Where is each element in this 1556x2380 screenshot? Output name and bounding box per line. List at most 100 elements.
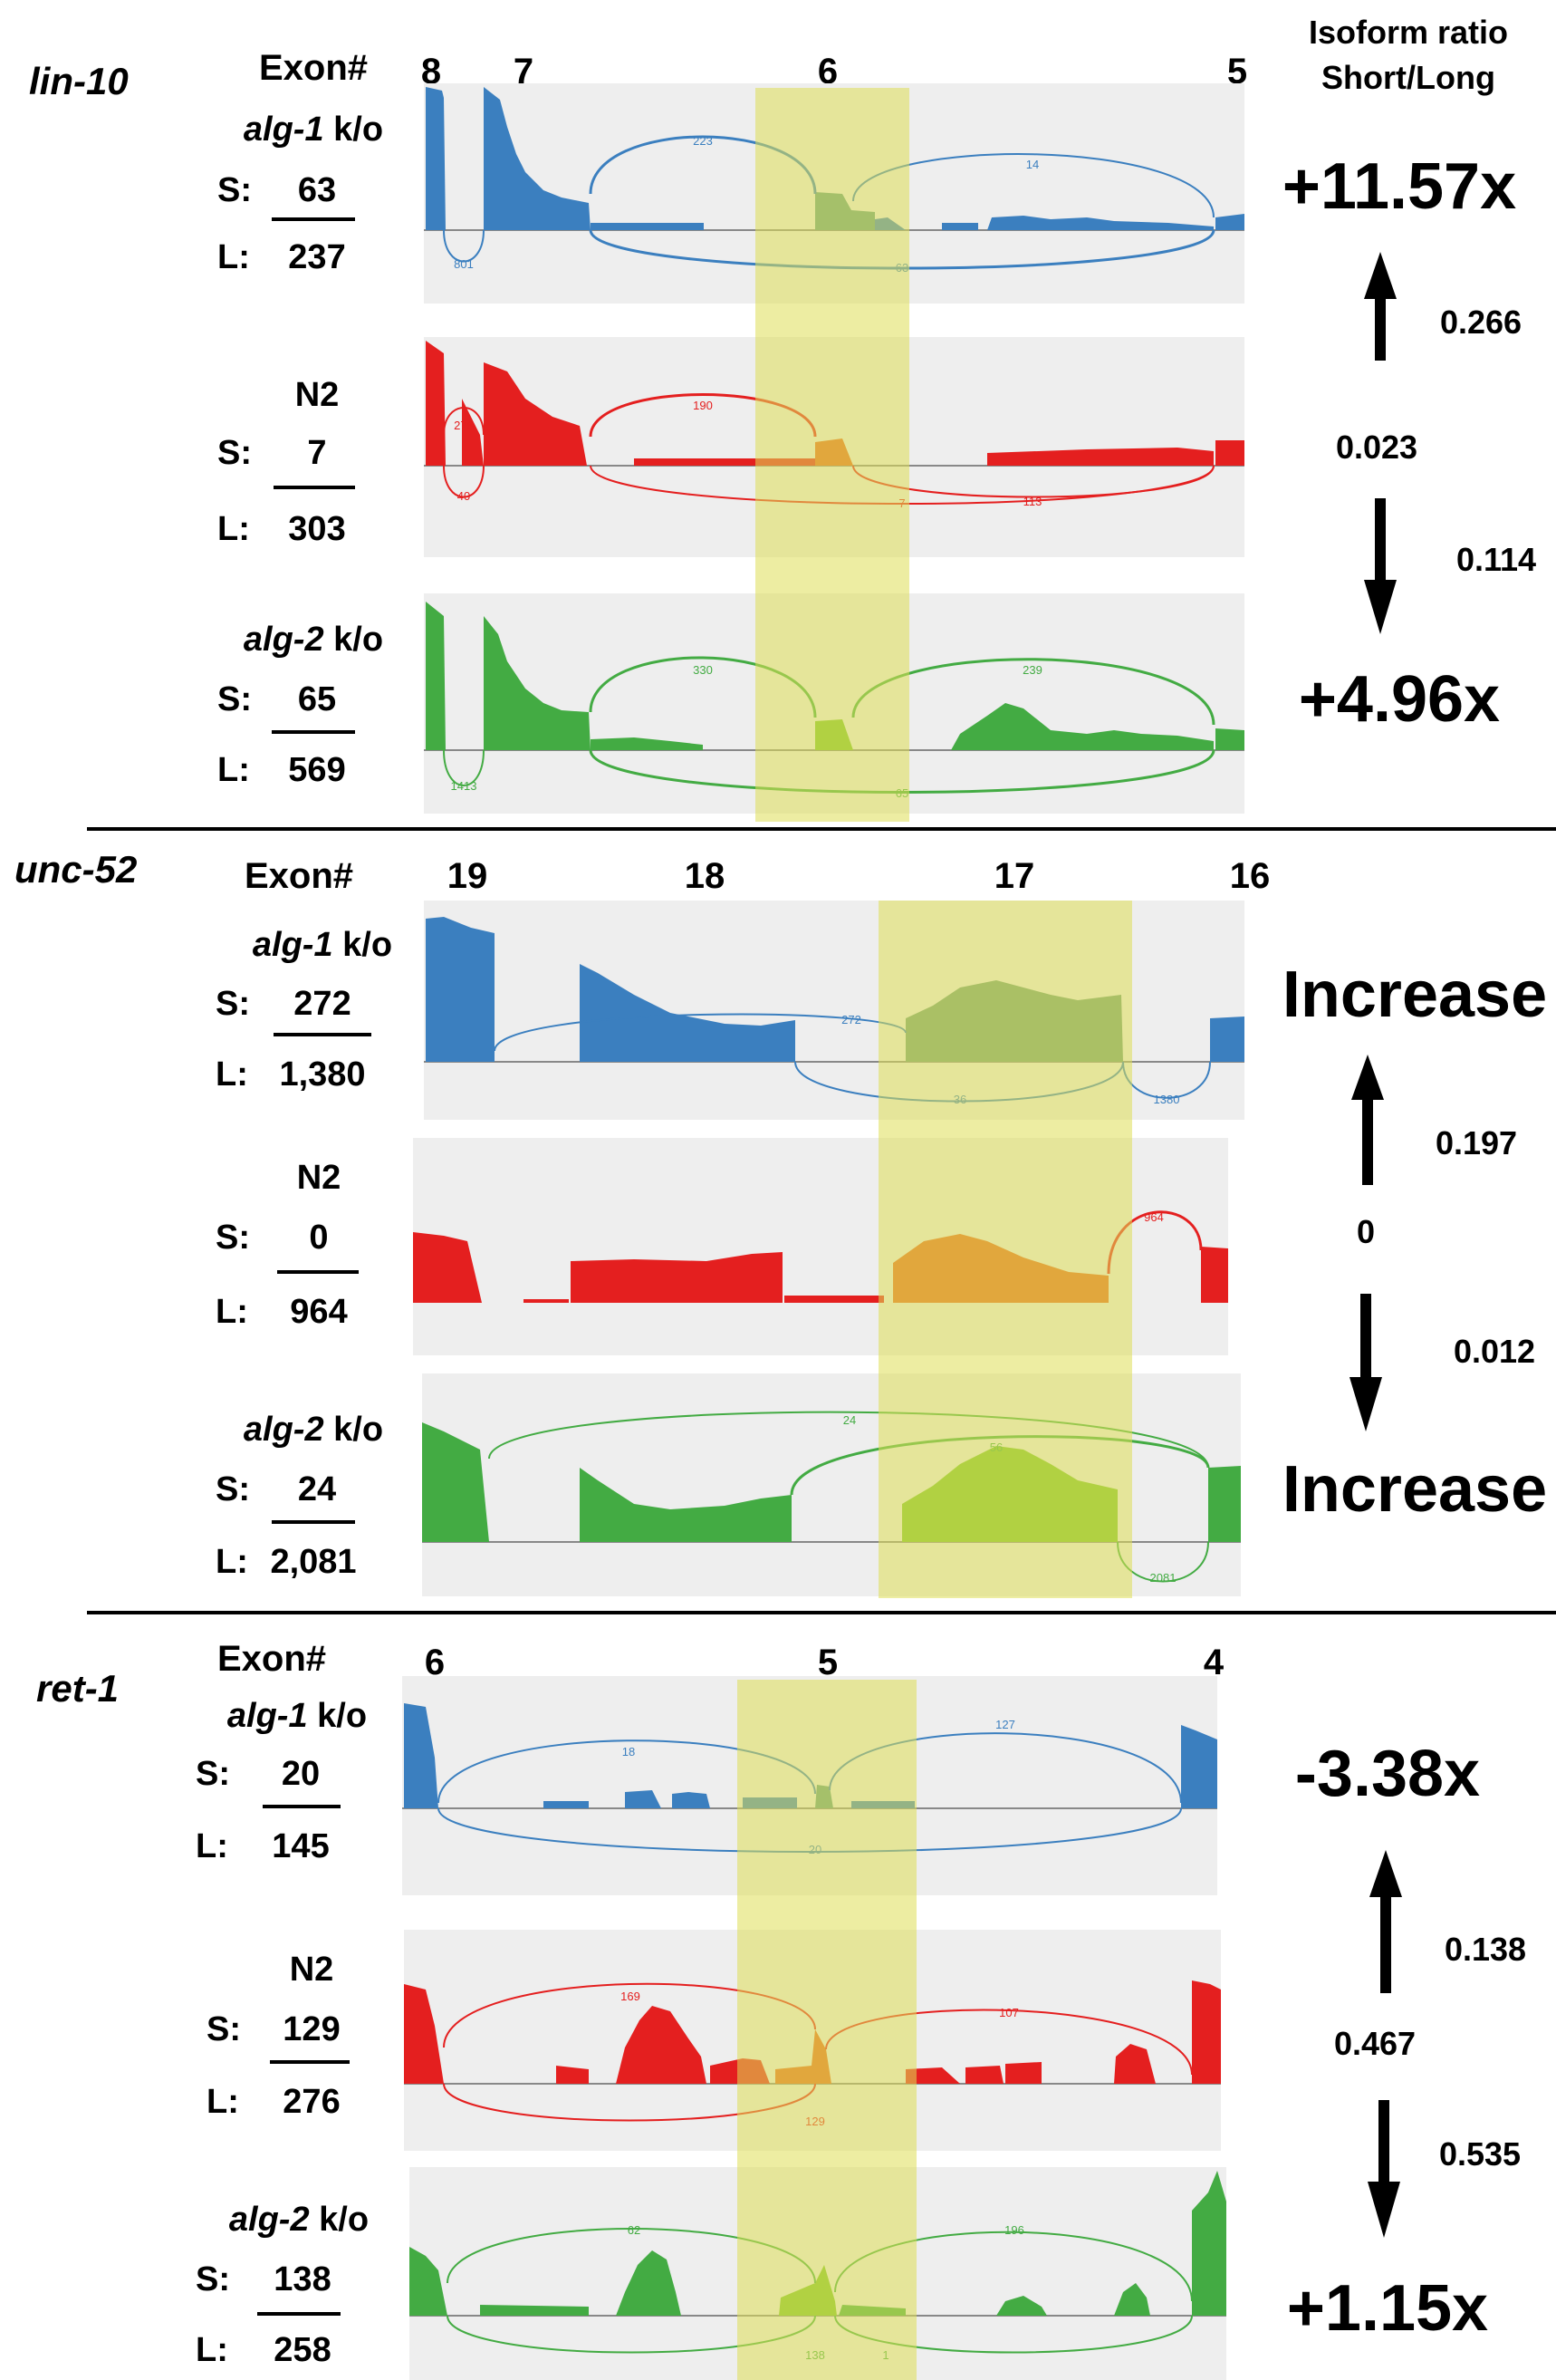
exon-number: 5 xyxy=(818,1643,838,1682)
short-count: 65 xyxy=(298,680,336,718)
exon-number: 18 xyxy=(685,856,725,896)
ratio-bottom: +4.96x xyxy=(1299,663,1500,736)
long-label: L: xyxy=(196,1827,228,1865)
junction-label: 169 xyxy=(620,1990,640,2003)
long-label: L: xyxy=(207,2083,239,2121)
junction-label: 239 xyxy=(1023,663,1042,677)
exon-number: 16 xyxy=(1230,856,1271,896)
long-label: L: xyxy=(217,510,250,548)
long-label: L: xyxy=(216,1055,248,1094)
ratio-top: +11.57x xyxy=(1282,150,1516,223)
p-value-up: 0.197 xyxy=(1436,1124,1517,1161)
exon-number: 17 xyxy=(994,856,1035,896)
gene-name: unc-52 xyxy=(14,848,137,891)
p-value-down: 0.535 xyxy=(1439,2135,1521,2173)
short-count: 129 xyxy=(283,2010,340,2048)
exon-number: 6 xyxy=(818,52,838,92)
arrow-up-icon xyxy=(1369,1850,1402,1993)
short-label: S: xyxy=(217,680,252,718)
sample-name: alg-2 k/o xyxy=(229,2201,369,2239)
junction-label: 2081 xyxy=(1150,1571,1177,1585)
sample-name: alg-2 k/o xyxy=(244,621,383,659)
exon-highlight xyxy=(737,1680,917,2380)
p-value-up: 0.138 xyxy=(1445,1931,1526,1968)
exon-number: 19 xyxy=(447,856,488,896)
exon-number: 8 xyxy=(421,52,441,92)
sample-name: N2 xyxy=(297,1159,341,1197)
baseline-ratio: 0.023 xyxy=(1336,429,1417,466)
exon-label: Exon# xyxy=(217,1639,326,1679)
p-value-down: 0.012 xyxy=(1454,1333,1535,1370)
long-label: L: xyxy=(217,238,250,276)
panel-ret-1: ret-1 Exon# 6 5 4 18 127 20 xyxy=(36,1639,1526,2380)
short-label: S: xyxy=(207,2010,241,2048)
junction-label: 190 xyxy=(693,399,713,412)
short-label: S: xyxy=(196,2260,230,2298)
exon-number: 5 xyxy=(1227,52,1247,92)
sample-name: alg-1 k/o xyxy=(227,1697,367,1735)
exon-number: 4 xyxy=(1204,1643,1225,1682)
sample-name: alg-1 k/o xyxy=(244,111,383,149)
p-value-up: 0.266 xyxy=(1440,304,1522,341)
short-count: 0 xyxy=(309,1219,328,1257)
p-value-down: 0.114 xyxy=(1456,541,1536,578)
sample-name: alg-1 k/o xyxy=(253,926,392,964)
junction-label: 196 xyxy=(1004,2223,1024,2237)
junction-label: 62 xyxy=(628,2223,640,2237)
ratio-bottom: +1.15x xyxy=(1287,2272,1488,2345)
gene-name: lin-10 xyxy=(29,60,129,102)
junction-label: 18 xyxy=(622,1745,635,1759)
baseline-ratio: 0 xyxy=(1357,1213,1375,1250)
ratio-top: -3.38x xyxy=(1295,1738,1480,1810)
short-count: 272 xyxy=(293,985,351,1023)
junction-label: 24 xyxy=(843,1413,856,1427)
junction-label: 330 xyxy=(693,663,713,677)
short-label: S: xyxy=(196,1755,230,1793)
arrow-down-icon xyxy=(1349,1294,1382,1431)
exon-number: 6 xyxy=(425,1643,445,1682)
junction-label: 1380 xyxy=(1154,1093,1180,1106)
arrow-down-icon xyxy=(1368,2100,1400,2238)
short-label: S: xyxy=(216,1470,250,1508)
long-count: 569 xyxy=(288,751,345,789)
short-count: 24 xyxy=(298,1470,336,1508)
long-count: 276 xyxy=(283,2083,340,2121)
junction-label: 964 xyxy=(1144,1210,1164,1224)
junction-label: 40 xyxy=(457,489,470,503)
arrow-up-icon xyxy=(1351,1055,1384,1185)
isoform-ratio-header-line2: Short/Long xyxy=(1321,59,1495,96)
arrow-down-icon xyxy=(1364,498,1397,634)
short-count: 7 xyxy=(307,434,326,472)
short-label: S: xyxy=(217,171,252,209)
gene-name: ret-1 xyxy=(36,1667,119,1710)
long-label: L: xyxy=(196,2331,228,2369)
long-count: 145 xyxy=(272,1827,329,1865)
junction-label: 113 xyxy=(1023,495,1042,508)
short-label: S: xyxy=(217,434,252,472)
short-label: S: xyxy=(216,1219,250,1257)
exon-number: 7 xyxy=(514,52,533,92)
junction-label: 127 xyxy=(995,1718,1015,1731)
ratio-bottom: Increase xyxy=(1282,1453,1547,1526)
exon-label: Exon# xyxy=(259,48,368,88)
long-count: 303 xyxy=(288,510,345,548)
sample-name: N2 xyxy=(295,376,340,414)
long-label: L: xyxy=(216,1293,248,1331)
long-count: 1,380 xyxy=(279,1055,365,1094)
ratio-top: Increase xyxy=(1282,959,1547,1031)
exon-label: Exon# xyxy=(245,856,353,896)
short-label: S: xyxy=(216,985,250,1023)
long-label: L: xyxy=(216,1543,248,1581)
junction-label: 223 xyxy=(693,134,713,148)
long-label: L: xyxy=(217,751,250,789)
sample-name: alg-2 k/o xyxy=(244,1411,383,1449)
junction-label: 272 xyxy=(841,1013,861,1026)
exon-highlight xyxy=(879,901,1132,1598)
arrow-up-icon xyxy=(1364,252,1397,361)
junction-label: 107 xyxy=(999,2006,1019,2019)
sample-name: N2 xyxy=(290,1951,334,1989)
isoform-ratio-header-line1: Isoform ratio xyxy=(1309,14,1508,51)
junction-label: 14 xyxy=(1026,158,1039,171)
junction-label: 1413 xyxy=(451,779,477,793)
